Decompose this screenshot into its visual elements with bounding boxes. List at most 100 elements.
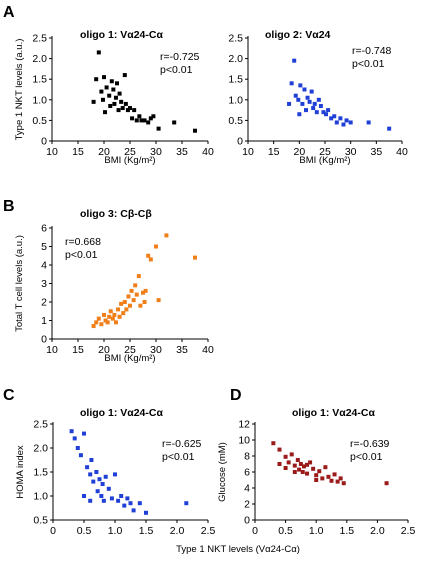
y-tick-label: 3 [41, 278, 47, 290]
data-point [91, 324, 96, 329]
data-point [130, 116, 135, 121]
x-tick-label: 30 [345, 146, 357, 158]
data-point [271, 441, 276, 446]
data-point [314, 478, 319, 482]
panel-letter-b: B [3, 198, 15, 215]
data-point [121, 311, 126, 316]
data-point [341, 122, 346, 127]
data-point [300, 101, 305, 106]
p-value-label: p<0.01 [162, 451, 195, 463]
data-point [117, 314, 122, 319]
data-point [348, 120, 353, 125]
data-point [302, 87, 307, 92]
data-point [329, 116, 334, 121]
data-point [122, 73, 127, 78]
x-tick-label: 0 [252, 525, 258, 537]
data-point [97, 477, 102, 482]
data-point [82, 494, 86, 498]
x-tick-label: 10 [46, 344, 58, 356]
y-tick-label: 6 [244, 467, 250, 479]
y-tick-label: 2.5 [32, 33, 47, 45]
data-point [148, 257, 153, 262]
data-point [69, 429, 74, 434]
data-point [99, 89, 104, 94]
data-point [151, 114, 156, 119]
data-point [344, 118, 349, 123]
data-point [94, 320, 99, 325]
data-point [128, 501, 133, 506]
data-point [115, 81, 119, 86]
data-point [94, 470, 99, 474]
data-point [283, 454, 288, 459]
x-tick-label: 25 [124, 146, 136, 158]
data-point [283, 466, 288, 470]
x-tick-label: 2.5 [201, 525, 216, 537]
data-point [89, 458, 94, 462]
data-point [72, 436, 77, 441]
correlation-r-label: r=-0.639 [350, 438, 390, 450]
x-tick-label: 15 [72, 146, 84, 158]
data-point [305, 95, 310, 100]
data-point [311, 106, 316, 111]
y-tick-label: 2.0 [33, 443, 48, 455]
data-point [142, 118, 147, 123]
data-point [78, 453, 83, 458]
y-tick-label: 1 [41, 315, 47, 327]
data-point [296, 97, 301, 102]
data-point [366, 120, 371, 125]
chart-title: oligo 1: Vα24-Cα [80, 29, 163, 41]
data-point [110, 316, 115, 321]
data-point [143, 288, 148, 293]
y-tick-label: 0 [41, 136, 47, 148]
correlation-r-label: r=-0.625 [162, 438, 202, 450]
y-tick-label: 2.5 [33, 419, 48, 431]
data-point [134, 118, 139, 123]
x-tick-label: 35 [176, 344, 188, 356]
data-point [154, 244, 158, 249]
data-point [100, 97, 105, 102]
data-point [85, 465, 90, 470]
data-point [287, 101, 292, 106]
data-point [307, 99, 312, 104]
p-value-label: p<0.01 [350, 451, 383, 463]
data-point [109, 496, 114, 501]
data-point [148, 116, 153, 121]
y-tick-label: 1.0 [33, 491, 48, 503]
y-axis-label: HOMA index [15, 445, 26, 499]
x-tick-label: 10 [46, 146, 58, 158]
data-point [298, 83, 303, 88]
data-point [297, 112, 302, 117]
data-point [113, 320, 118, 325]
data-point [125, 108, 130, 113]
x-tick-label: 2.0 [170, 525, 185, 537]
data-point [112, 312, 117, 317]
data-point [139, 118, 144, 123]
y-tick-label: 2.0 [32, 53, 47, 65]
data-point [277, 447, 282, 452]
y-tick-label: 0 [244, 515, 250, 527]
correlation-r-label: r=-0.748 [352, 45, 392, 57]
data-point [286, 460, 291, 465]
shared-x-axis-label: Type 1 NKT levels (Vα24-Cα) [176, 544, 300, 555]
data-point [309, 89, 314, 94]
data-point [289, 81, 294, 86]
data-point [324, 112, 329, 117]
data-point [75, 446, 80, 450]
data-point [113, 95, 118, 100]
x-tick-label: 20 [293, 146, 305, 158]
data-point [304, 108, 309, 113]
panel-letter-c: C [3, 387, 15, 404]
y-tick-label: 2 [244, 499, 250, 511]
data-point [141, 290, 145, 295]
panel-letter-a: A [3, 4, 15, 21]
data-point [117, 91, 122, 96]
y-tick-label: 2.5 [228, 33, 243, 45]
data-point [109, 79, 114, 84]
data-point [96, 50, 101, 55]
data-point [329, 478, 334, 483]
data-point [134, 292, 139, 297]
x-axis-label: BMI (Kg/m²) [104, 353, 155, 364]
x-tick-label: 15 [268, 146, 280, 158]
data-point [105, 320, 110, 325]
